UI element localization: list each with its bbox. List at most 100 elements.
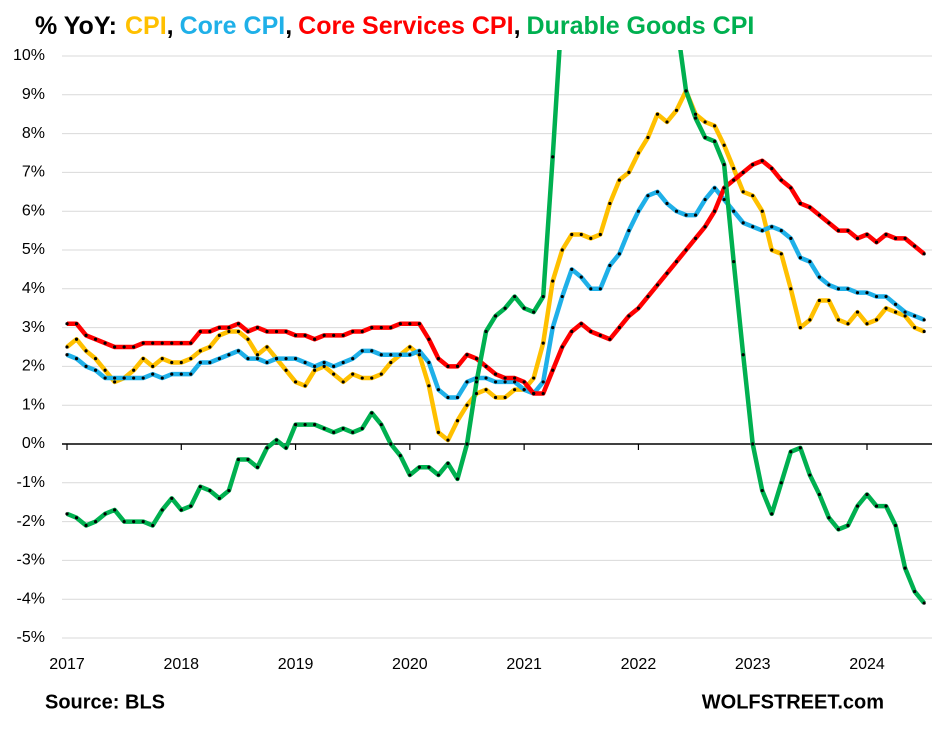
x-tick-label: 2017 <box>49 656 85 673</box>
data-point <box>313 364 317 368</box>
source: Source: BLS <box>45 691 165 713</box>
y-tick-label: -4% <box>17 590 45 607</box>
data-point <box>808 205 812 209</box>
data-point <box>265 329 269 334</box>
data-point <box>598 333 602 337</box>
data-point <box>322 426 326 431</box>
data-point <box>332 333 336 337</box>
data-point <box>503 306 507 310</box>
data-point <box>617 326 621 330</box>
data-point <box>751 442 755 446</box>
data-point <box>113 380 117 384</box>
data-point <box>751 194 755 198</box>
data-point <box>351 372 355 376</box>
data-point <box>160 341 164 345</box>
data-point <box>846 287 850 291</box>
data-point <box>284 357 288 361</box>
data-point <box>379 326 383 330</box>
data-point <box>103 341 107 345</box>
data-point <box>703 225 707 229</box>
data-point <box>198 329 202 334</box>
data-point <box>703 120 707 124</box>
data-point <box>293 423 298 427</box>
data-point <box>313 368 317 372</box>
data-point <box>722 186 726 190</box>
data-point <box>713 139 717 143</box>
data-point <box>408 353 412 357</box>
data-point <box>227 329 231 334</box>
data-point <box>474 380 479 384</box>
data-point <box>836 229 841 233</box>
x-tick-label: 2021 <box>506 656 542 673</box>
data-point <box>370 376 374 380</box>
data-point <box>522 380 526 384</box>
data-point <box>513 294 517 299</box>
y-tick-label: -1% <box>17 474 45 491</box>
data-point <box>236 322 241 326</box>
data-point <box>274 438 279 442</box>
data-point <box>655 190 660 194</box>
data-point <box>779 481 783 485</box>
data-point <box>884 504 888 508</box>
data-point <box>636 209 641 213</box>
data-point <box>732 166 736 171</box>
data-point <box>560 345 564 349</box>
data-point <box>141 520 145 524</box>
data-point <box>513 380 517 384</box>
data-point <box>141 341 145 345</box>
data-point <box>84 349 88 353</box>
data-point <box>493 395 498 400</box>
data-point <box>303 423 307 427</box>
data-point <box>884 306 888 310</box>
data-point <box>741 221 745 225</box>
data-point <box>293 357 298 361</box>
data-point <box>170 341 174 345</box>
data-point <box>493 372 498 376</box>
data-point <box>617 252 621 256</box>
data-point <box>608 263 612 268</box>
y-tick-label: 4% <box>22 280 45 297</box>
data-point <box>493 380 498 384</box>
data-point <box>103 368 107 372</box>
data-point <box>874 294 879 299</box>
data-point <box>322 333 326 337</box>
y-tick-label: -5% <box>17 629 45 646</box>
data-point <box>751 163 755 167</box>
data-point <box>93 337 98 341</box>
data-point <box>255 326 260 330</box>
data-point <box>893 302 898 306</box>
data-point <box>274 357 279 361</box>
data-point <box>646 194 650 198</box>
data-point <box>84 333 88 337</box>
data-point <box>132 368 136 372</box>
data-point <box>913 326 917 330</box>
data-point <box>570 329 574 334</box>
data-point <box>293 333 298 337</box>
data-point <box>646 294 650 299</box>
data-point <box>713 209 717 213</box>
data-point <box>274 329 279 334</box>
data-point <box>465 403 469 407</box>
data-point <box>893 523 898 528</box>
data-point <box>455 395 460 400</box>
data-point <box>122 345 126 349</box>
data-point <box>827 516 831 520</box>
data-point <box>836 527 841 531</box>
data-point <box>436 388 441 392</box>
data-point <box>284 329 288 334</box>
data-point <box>255 465 260 469</box>
data-point <box>798 201 802 206</box>
data-point <box>351 329 355 334</box>
data-point <box>455 419 460 423</box>
plot-area <box>65 50 926 605</box>
data-point <box>293 380 298 384</box>
data-point <box>855 310 860 314</box>
data-point <box>132 520 136 524</box>
data-point <box>360 349 364 353</box>
data-point <box>465 380 469 384</box>
data-point <box>646 135 650 140</box>
data-point <box>760 488 764 493</box>
data-point <box>93 357 98 361</box>
data-point <box>751 225 755 229</box>
